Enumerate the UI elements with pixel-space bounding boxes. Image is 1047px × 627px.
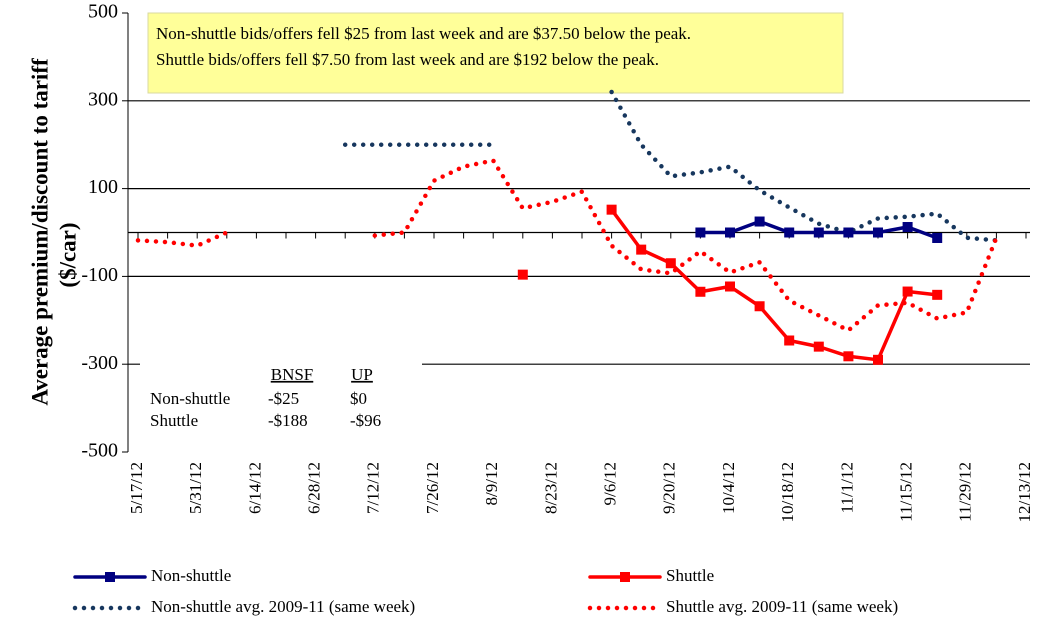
x-tick-label: 12/13/12: [1015, 462, 1034, 522]
marker: [754, 301, 765, 312]
marker: [784, 227, 795, 238]
marker: [725, 281, 735, 292]
x-tick-label: 7/12/12: [364, 462, 383, 514]
inset-table-cell: -$96: [350, 411, 381, 430]
legend-label: Shuttle: [666, 566, 714, 585]
y-axis-title: Average premium/discount to tariff ($/ca…: [27, 58, 80, 406]
inset-table-header: BNSF: [271, 365, 314, 384]
y-tick-label: 300: [88, 88, 118, 110]
y-tick-label: -300: [81, 352, 118, 374]
legend-label: Non-shuttle avg. 2009-11 (same week): [151, 597, 415, 616]
inset-table-cell: -$188: [268, 411, 308, 430]
x-tick-label: 6/14/12: [245, 462, 264, 514]
inset-table-header: UP: [351, 365, 373, 384]
annotation-text: Shuttle bids/offers fell $7.50 from last…: [156, 50, 659, 69]
marker: [873, 354, 883, 365]
marker: [665, 258, 676, 269]
marker: [636, 244, 647, 255]
inset-table-cell: Non-shuttle: [150, 389, 230, 408]
legend-marker: [105, 572, 115, 582]
annotation-box: [147, 12, 844, 94]
x-tick-label: 5/17/12: [127, 462, 146, 514]
x-tick-label: 6/28/12: [305, 462, 324, 514]
y-axis-title-line: Average premium/discount to tariff: [27, 58, 52, 406]
inset-table-bg: [140, 352, 422, 442]
dotted-line: [342, 89, 999, 243]
marker: [932, 289, 943, 300]
marker: [813, 227, 824, 238]
marker: [873, 227, 883, 238]
marker: [784, 335, 795, 346]
marker: [606, 204, 617, 215]
marker: [902, 222, 913, 233]
y-tick-label: -500: [81, 440, 118, 462]
marker: [695, 286, 706, 297]
marker: [902, 286, 913, 297]
legend-marker: [620, 572, 630, 582]
x-tick-label: 11/1/12: [837, 462, 856, 513]
marker: [932, 232, 943, 243]
x-tick-label: 5/31/12: [186, 462, 205, 514]
x-tick-label: 8/9/12: [482, 462, 501, 505]
marker: [695, 227, 706, 238]
x-tick-label: 9/6/12: [601, 462, 620, 505]
inset-table-cell: -$25: [268, 389, 299, 408]
marker: [813, 341, 824, 352]
dotted-line: [135, 158, 999, 333]
legend-label: Shuttle avg. 2009-11 (same week): [666, 597, 898, 616]
x-tick-label: 11/29/12: [956, 462, 975, 522]
x-tick-label: 7/26/12: [423, 462, 442, 514]
y-tick-label: 100: [88, 176, 118, 198]
inset-table-cell: Shuttle: [150, 411, 198, 430]
y-tick-label: -100: [81, 264, 118, 286]
marker: [517, 269, 528, 280]
x-tick-label: 9/20/12: [660, 462, 679, 514]
x-tick-label: 10/18/12: [778, 462, 797, 522]
annotation-text: Non-shuttle bids/offers fell $25 from la…: [156, 24, 691, 43]
marker: [754, 216, 765, 227]
inset-table-cell: $0: [350, 389, 367, 408]
x-tick-label: 10/4/12: [719, 462, 738, 514]
y-tick-label: 500: [88, 1, 118, 23]
marker: [843, 227, 854, 238]
x-tick-label: 8/23/12: [541, 462, 560, 514]
marker: [725, 227, 735, 238]
y-axis-title-line: ($/car): [55, 222, 80, 287]
legend-label: Non-shuttle: [151, 566, 231, 585]
marker: [843, 351, 854, 362]
x-tick-label: 11/15/12: [897, 462, 916, 522]
